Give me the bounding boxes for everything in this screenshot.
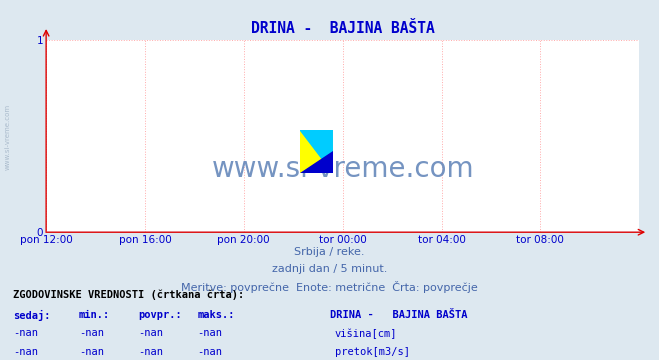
Text: -nan: -nan (13, 328, 38, 338)
Text: www.si-vreme.com: www.si-vreme.com (5, 104, 11, 170)
Text: Srbija / reke.: Srbija / reke. (295, 247, 364, 257)
Text: sedaj:: sedaj: (13, 310, 51, 321)
Text: DRINA -   BAJINA BAŠTA: DRINA - BAJINA BAŠTA (330, 310, 467, 320)
Text: -nan: -nan (198, 347, 223, 357)
Text: povpr.:: povpr.: (138, 310, 182, 320)
Text: višina[cm]: višina[cm] (335, 328, 397, 339)
Text: -nan: -nan (13, 347, 38, 357)
Text: maks.:: maks.: (198, 310, 235, 320)
Title: DRINA -  BAJINA BAŠTA: DRINA - BAJINA BAŠTA (251, 21, 434, 36)
Text: -nan: -nan (198, 328, 223, 338)
Text: -nan: -nan (138, 328, 163, 338)
Polygon shape (300, 151, 333, 173)
Text: pretok[m3/s]: pretok[m3/s] (335, 347, 410, 357)
Text: -nan: -nan (79, 347, 104, 357)
Polygon shape (300, 130, 333, 173)
Text: zadnji dan / 5 minut.: zadnji dan / 5 minut. (272, 264, 387, 274)
Text: ZGODOVINSKE VREDNOSTI (črtkana črta):: ZGODOVINSKE VREDNOSTI (črtkana črta): (13, 290, 244, 300)
Text: www.si-vreme.com: www.si-vreme.com (212, 155, 474, 183)
Text: min.:: min.: (79, 310, 110, 320)
Text: -nan: -nan (79, 328, 104, 338)
Text: Meritve: povprečne  Enote: metrične  Črta: povprečje: Meritve: povprečne Enote: metrične Črta:… (181, 281, 478, 293)
Text: -nan: -nan (138, 347, 163, 357)
